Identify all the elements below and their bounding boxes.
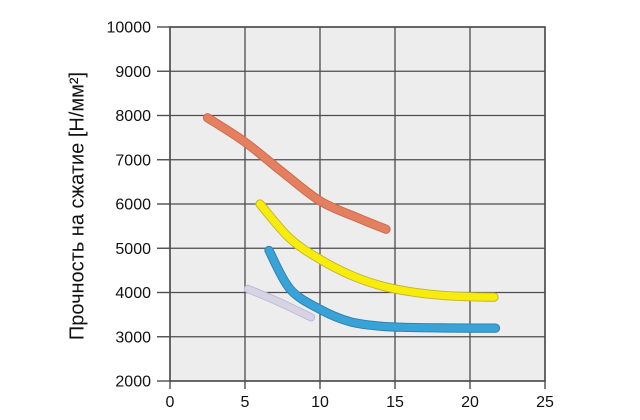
x-tick-label: 0 bbox=[166, 394, 175, 411]
y-tick-label: 3000 bbox=[115, 329, 151, 346]
y-tick-label: 8000 bbox=[115, 108, 151, 125]
curve-lavender bbox=[244, 285, 315, 321]
x-tick-label: 5 bbox=[241, 394, 250, 411]
curve-salmon bbox=[203, 114, 390, 233]
y-tick-label: 4000 bbox=[115, 285, 151, 302]
y-axis-title: Прочность на сжатие [Н/мм²] bbox=[66, 72, 88, 340]
y-tick-label: 7000 bbox=[115, 152, 151, 169]
y-tick-label: 9000 bbox=[115, 64, 151, 81]
y-tick-label: 10000 bbox=[107, 20, 152, 37]
y-tick-label: 5000 bbox=[115, 241, 151, 258]
y-tick-label: 2000 bbox=[115, 374, 151, 391]
x-tick-label: 25 bbox=[536, 394, 554, 411]
y-tick-label: 6000 bbox=[115, 197, 151, 214]
curve-yellow bbox=[256, 200, 498, 301]
plot-border bbox=[169, 26, 546, 382]
curve-blue bbox=[265, 246, 500, 332]
x-tick-label: 10 bbox=[311, 394, 329, 411]
x-tick-label: 15 bbox=[386, 394, 404, 411]
x-tick-label: 20 bbox=[461, 394, 479, 411]
